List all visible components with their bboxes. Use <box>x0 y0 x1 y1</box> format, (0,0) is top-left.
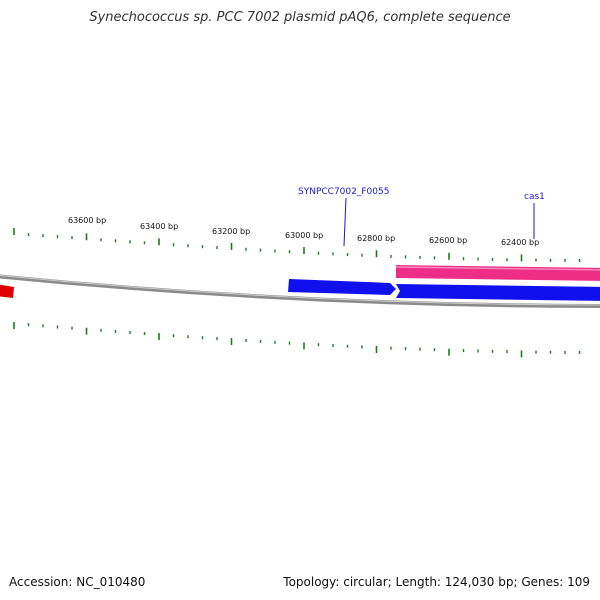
gene-synpcc7002-f0055[interactable] <box>288 279 396 295</box>
tick-label-63400: 63400 bp <box>140 222 178 231</box>
gene-label-synpcc7002-f0055[interactable]: SYNPCC7002_F0055 <box>298 187 389 197</box>
tick-label-62400: 62400 bp <box>501 238 539 247</box>
tick-label-63200: 63200 bp <box>212 227 250 236</box>
map-title: Synechococcus sp. PCC 7002 plasmid pAQ6,… <box>89 10 511 25</box>
outer-tick-ring <box>13 228 581 262</box>
tick-label-63600: 63600 bp <box>68 216 106 225</box>
plasmid-backbone-highlight <box>0 274 600 306</box>
label-line-synpcc7002-f0055 <box>343 197 347 247</box>
gene-cas-pink-highlight <box>395 266 600 271</box>
plasmid-backbone <box>0 274 600 308</box>
gene-blue-right[interactable] <box>396 284 600 301</box>
gene-label-cas1[interactable]: cas1 <box>524 192 545 202</box>
inner-tick-ring <box>13 322 581 358</box>
gene-red[interactable] <box>0 284 14 298</box>
tick-label-62600: 62600 bp <box>429 236 467 245</box>
accession-text: Accession: NC_010480 <box>9 575 146 589</box>
tick-label-62800: 62800 bp <box>357 234 395 243</box>
sequence-stats: Topology: circular; Length: 124,030 bp; … <box>283 575 590 589</box>
tick-label-63000: 63000 bp <box>285 231 323 240</box>
